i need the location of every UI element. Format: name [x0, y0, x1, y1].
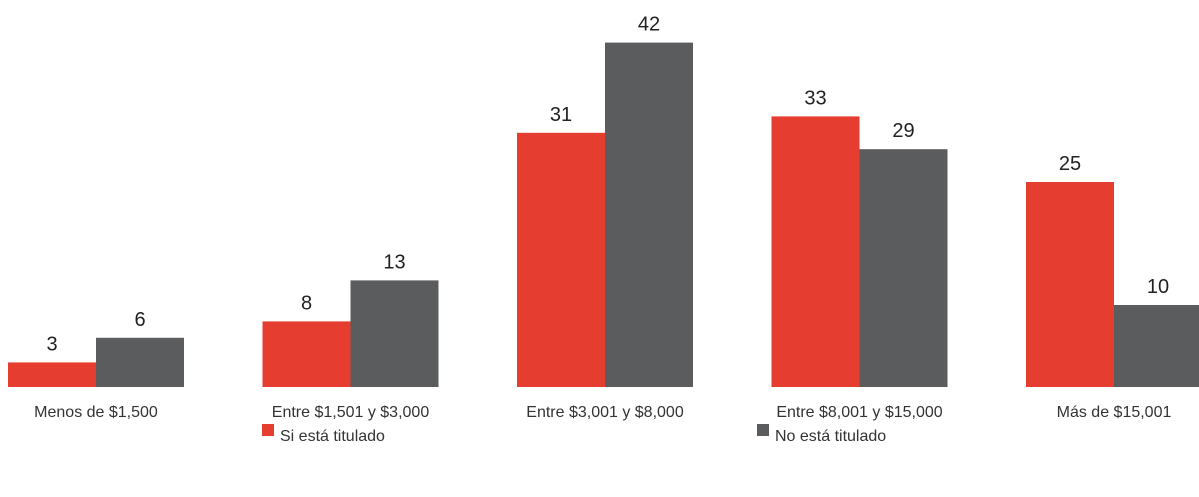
bar	[1026, 182, 1114, 387]
data-label: 6	[134, 309, 145, 331]
data-label: 42	[638, 14, 660, 36]
x-tick-label: Menos de $1,500	[34, 404, 158, 421]
bar	[859, 149, 948, 387]
bar	[262, 321, 351, 387]
bar	[605, 42, 693, 387]
legend-swatch	[262, 424, 274, 436]
legend-label: Si está titulado	[280, 428, 385, 445]
bar	[771, 116, 860, 388]
x-tick-label: Entre $3,001 y $8,000	[526, 404, 684, 421]
bar	[8, 362, 96, 387]
x-tick-label: Más de $15,001	[1057, 404, 1172, 421]
data-label: 29	[892, 120, 914, 142]
data-label: 33	[804, 87, 826, 109]
bar	[1114, 305, 1199, 387]
data-label: 8	[301, 292, 312, 314]
bar	[517, 132, 605, 387]
x-tick-label: Entre $8,001 y $15,000	[776, 404, 942, 421]
legend-swatch	[757, 424, 769, 436]
data-label: 10	[1147, 276, 1169, 298]
data-label: 25	[1059, 153, 1081, 175]
x-tick-label: Entre $1,501 y $3,000	[272, 404, 430, 421]
bar	[350, 280, 439, 387]
bar	[96, 337, 184, 387]
legend-label: No está titulado	[775, 428, 886, 445]
data-label: 13	[383, 251, 405, 273]
data-label: 31	[550, 104, 572, 126]
data-label: 3	[46, 333, 57, 355]
